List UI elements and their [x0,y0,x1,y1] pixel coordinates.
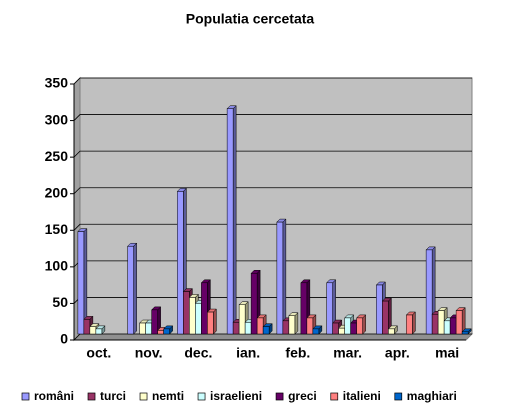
bar [338,327,345,335]
legend-swatch [275,392,284,401]
bar-side [362,314,366,335]
bar [350,322,357,335]
bar [95,328,103,335]
bar-side [133,242,137,335]
grid-line [73,77,472,85]
bar [157,330,164,335]
chart-title: Populatia cercetata [186,11,315,27]
legend-label: turci [100,389,126,403]
bar [276,221,284,335]
bar [195,303,202,335]
grid-line [73,187,472,194]
x-tick-label: dec. [184,345,212,361]
bar-side [412,311,416,335]
y-tick-label: 250 [45,148,69,164]
bar [443,320,451,335]
bar [356,317,363,335]
x-tick-label: mai [435,345,459,361]
bar [425,249,433,335]
x-tick-label: ian. [236,345,260,361]
bar [376,284,383,335]
bar [437,310,445,335]
legend-label: români [34,389,74,403]
legend-swatch [21,392,30,401]
x-tick-label: apr. [385,345,410,361]
bar [455,310,463,335]
bar [77,231,85,335]
bar [382,300,389,335]
grid-line [73,223,472,231]
bar [388,328,395,335]
bar [226,108,234,335]
grid-line [73,114,472,121]
legend-label: maghiari [407,389,457,403]
bar [183,291,190,335]
bar [256,317,264,335]
y-tick-label: 300 [45,111,69,127]
bar [300,282,308,335]
bar [232,322,240,335]
bar [145,322,152,335]
bar [332,322,339,335]
bar-side [294,312,299,335]
bar [127,245,134,335]
bar [139,322,146,335]
y-tick-label: 150 [45,221,69,237]
grid-line [73,150,472,158]
bar-side [232,105,237,335]
bar [406,314,413,335]
bar [238,304,246,335]
y-tick-label: 0 [60,331,68,347]
bar [344,317,351,335]
bar [306,317,314,335]
legend-swatch [394,392,403,401]
bar [163,328,170,335]
bar [431,314,439,335]
bar [262,326,270,335]
bar [282,320,290,335]
bar [83,319,91,335]
bar-side [213,308,217,335]
legend-swatch [197,392,206,401]
legend-swatch [87,392,96,401]
legend-label: greci [288,389,317,403]
bar-side [282,218,287,335]
bar [312,328,320,335]
bar [89,326,97,335]
bar [461,331,469,335]
floor [72,333,474,341]
bar [151,309,158,335]
bar [201,282,208,335]
legend-label: israelieni [210,389,262,403]
bar [177,191,184,335]
y-tick-label: 350 [45,75,69,91]
bar [449,317,457,335]
x-tick-label: mar. [333,345,362,361]
bar [244,322,252,335]
legend-label: italieni [343,389,381,403]
bar [326,282,333,335]
bar [207,311,214,335]
x-tick-label: oct. [86,345,111,361]
legend-swatch [330,392,339,401]
legend-swatch [139,392,148,401]
bar [250,273,258,335]
legend-label: nemti [152,389,184,403]
bar [189,297,196,335]
x-tick-label: nov. [135,345,163,361]
y-tick-label: 50 [52,294,68,310]
y-tick-label: 100 [45,258,69,274]
bar [288,315,296,335]
x-tick-label: feb. [285,345,310,361]
y-tick-label: 200 [45,184,69,200]
